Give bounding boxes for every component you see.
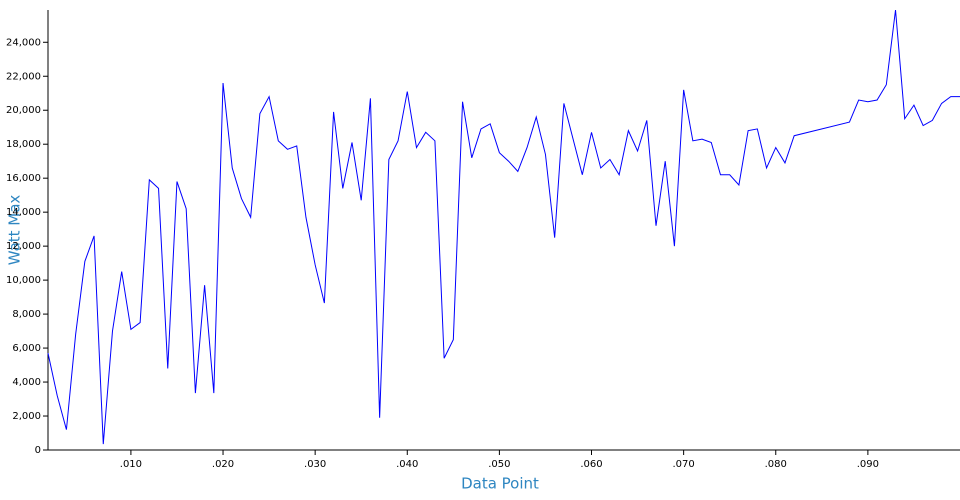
x-tick-label: .090 <box>857 459 879 470</box>
x-tick-label: .080 <box>765 459 787 470</box>
x-tick-label: .050 <box>488 459 510 470</box>
y-tick-label: 22,000 <box>6 71 41 82</box>
x-tick-label: .030 <box>304 459 326 470</box>
x-tick-label: .060 <box>580 459 602 470</box>
y-tick-label: 6,000 <box>12 343 41 354</box>
y-tick-label: 4,000 <box>12 377 41 388</box>
data-line <box>47 9 960 445</box>
y-tick-label: 8,000 <box>12 309 41 320</box>
x-tick-label: .070 <box>673 459 695 470</box>
y-tick-label: 14,000 <box>6 207 41 218</box>
y-tick-label: 10,000 <box>6 275 41 286</box>
y-tick-label: 20,000 <box>6 105 41 116</box>
x-tick-label: .010 <box>120 459 142 470</box>
y-tick-label: 2,000 <box>12 411 41 422</box>
x-axis-title: Data Point <box>461 475 539 493</box>
x-tick-label: .040 <box>396 459 418 470</box>
y-axis-title: Watt Max <box>6 195 24 266</box>
y-tick-label: 18,000 <box>6 139 41 150</box>
y-tick-label: 12,000 <box>6 241 41 252</box>
y-tick-label: 0 <box>35 445 41 456</box>
y-tick-label: 24,000 <box>6 37 41 48</box>
y-tick-label: 16,000 <box>6 173 41 184</box>
x-tick-label: .020 <box>212 459 234 470</box>
